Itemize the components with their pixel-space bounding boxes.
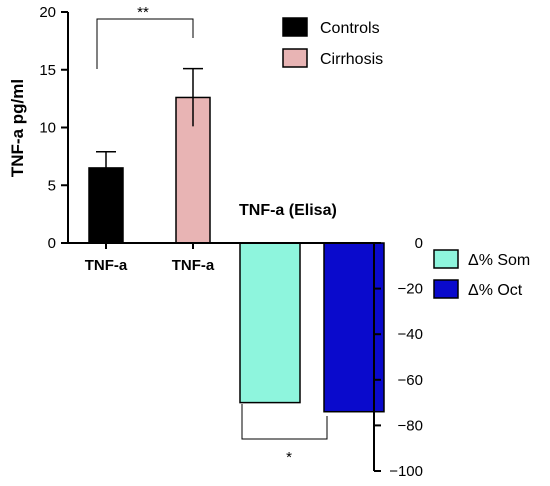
y-tick-label: 10 <box>39 120 56 137</box>
y-tick-label-2: 0 <box>415 235 423 252</box>
chart-title: TNF-a (Elisa) <box>239 202 337 219</box>
legend-swatch-2 <box>433 249 459 269</box>
legend-label-2: Δ% Som <box>468 252 530 269</box>
y-tick-label: 0 <box>48 235 56 252</box>
y-tick-label-2: −100 <box>389 463 423 480</box>
legend-swatch <box>282 48 308 68</box>
y-tick-label: 15 <box>39 62 56 79</box>
category-label: TNF-a <box>172 257 215 274</box>
legend-label-2: Δ% Oct <box>468 282 523 299</box>
legend-label: Cirrhosis <box>320 51 383 68</box>
y-tick-label-2: −20 <box>398 281 423 298</box>
y-tick-label: 5 <box>48 177 56 194</box>
y-tick-label-2: −60 <box>398 372 423 389</box>
y-tick-label-2: −80 <box>398 417 423 434</box>
bar-som <box>239 242 301 404</box>
significance-label-2: * <box>286 449 292 466</box>
legend-swatch-2 <box>433 279 459 299</box>
significance-bracket-2 <box>241 404 328 440</box>
category-label: TNF-a <box>85 257 128 274</box>
y-axis-label: TNF-a pg/ml <box>8 79 27 177</box>
y-tick-label-2: −40 <box>398 326 423 343</box>
significance-bracket <box>96 18 194 69</box>
legend-label: Controls <box>320 20 380 37</box>
legend-swatch <box>282 17 308 37</box>
y-tick-label: 20 <box>39 4 56 21</box>
significance-label: ** <box>137 4 149 21</box>
